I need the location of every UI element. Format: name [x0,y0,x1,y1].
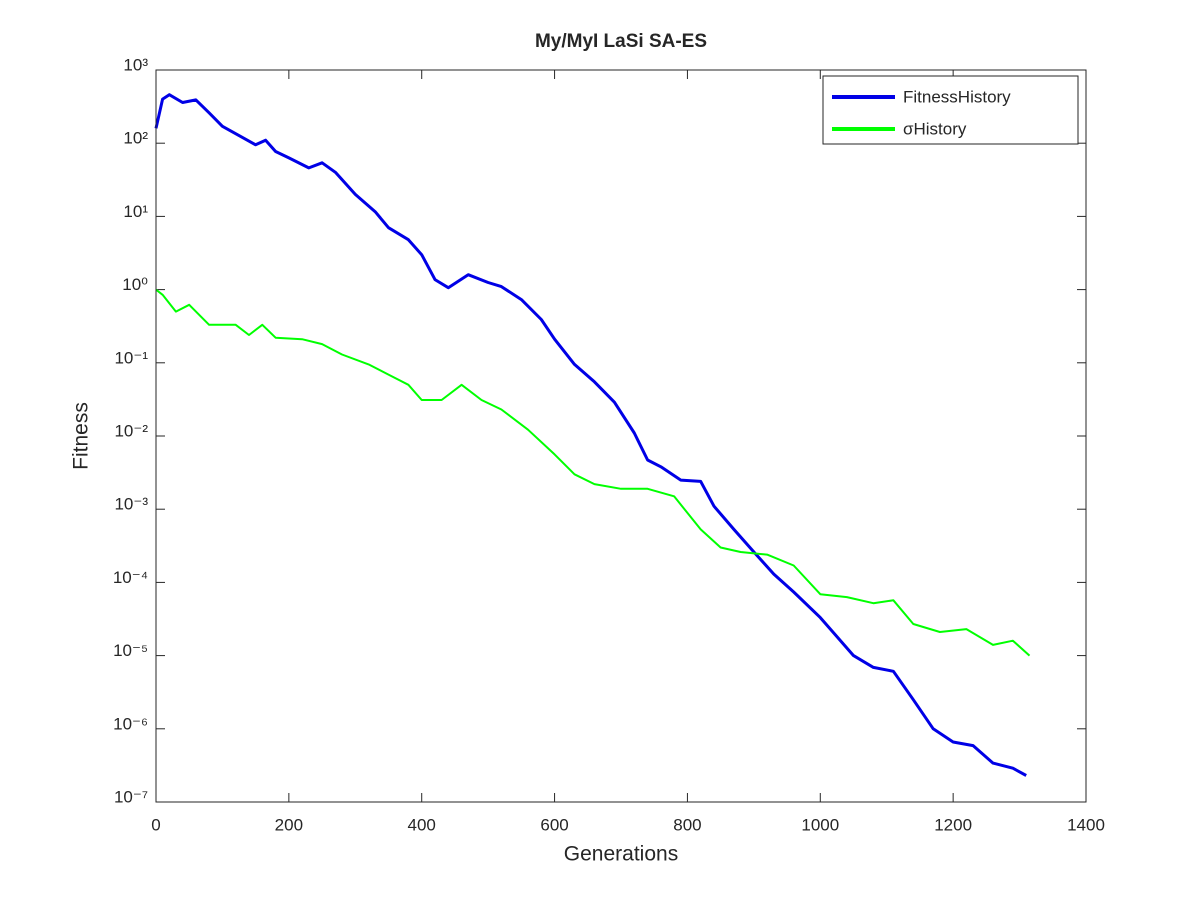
y-tick-label: 10¹ [123,202,148,221]
x-axis-label: Generations [564,843,678,866]
y-tick-label: 10⁻⁴ [113,568,148,587]
plot-area [156,70,1086,802]
legend-label: FitnessHistory [903,87,1011,106]
y-tick-label: 10³ [123,55,148,74]
x-tick-label: 200 [275,815,303,834]
y-tick-label: 10⁻² [114,421,148,440]
y-tick-label: 10⁻³ [114,495,148,514]
x-tick-label: 1200 [934,815,972,834]
y-tick-label: 10⁻¹ [114,348,148,367]
x-tick-label: 1400 [1067,815,1105,834]
x-tick-label: 600 [540,815,568,834]
x-tick-label: 1000 [801,815,839,834]
legend-box [822,75,1079,145]
data-line [155,288,1031,657]
y-tick-label: 10⁻⁷ [114,787,148,806]
data-line [154,93,1027,777]
y-tick-label: 10⁻⁶ [113,714,148,733]
y-axis-label: Fitness [70,402,93,470]
y-tick-label: 10⁻⁵ [113,641,148,660]
chart-title: My/MyI LaSi SA-ES [535,31,707,52]
y-tick-label: 10⁰ [122,275,148,294]
y-tick-label: 10² [123,129,148,148]
axes-box [155,69,1087,803]
x-tick-label: 800 [673,815,701,834]
x-tick-label: 400 [408,815,436,834]
x-tick-label: 0 [151,815,160,834]
legend-label: σHistory [903,119,967,138]
